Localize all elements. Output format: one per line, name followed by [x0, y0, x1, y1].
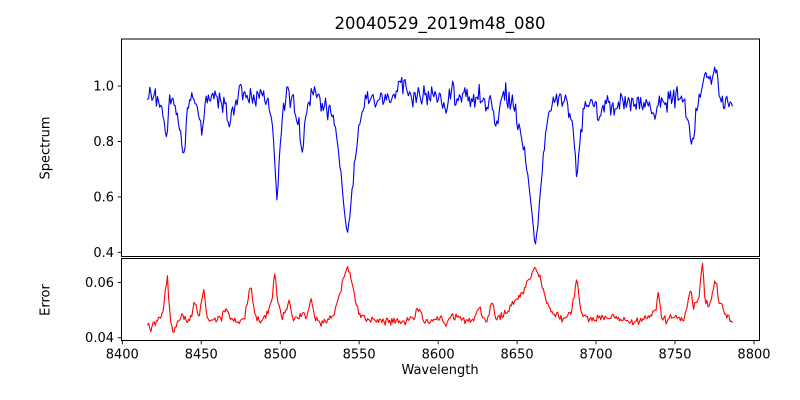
error-y-axis-label: Error	[38, 284, 54, 316]
error-y-tick-label: 0.04	[85, 331, 114, 346]
x-axis-label: Wavelength	[401, 363, 479, 378]
spectrum-y-tick-label: 0.8	[93, 135, 114, 150]
x-tick-label: 8750	[658, 348, 691, 363]
x-tick-label: 8450	[185, 348, 218, 363]
x-tick-label: 8500	[264, 348, 297, 363]
error-axes-frame	[121, 258, 760, 341]
chart-title: 20040529_2019m48_080	[334, 14, 546, 33]
spectrum-y-axis-label: Spectrum	[38, 116, 54, 180]
error-line	[147, 262, 733, 333]
x-tick-label: 8550	[343, 348, 376, 363]
x-tick-label: 8600	[422, 348, 455, 363]
spectrum-y-tick-label: 0.4	[93, 246, 114, 261]
error-y-tick-label: 0.06	[85, 276, 114, 291]
spectrum-line	[147, 66, 733, 245]
x-tick-label: 8700	[580, 348, 613, 363]
x-tick-label: 8800	[737, 348, 770, 363]
x-tick-label: 8400	[106, 348, 139, 363]
x-tick-label: 8650	[501, 348, 534, 363]
spectrum-y-tick-label: 0.6	[93, 190, 114, 205]
spectrum-y-tick-label: 1.0	[93, 80, 114, 95]
spectrum-axes-frame	[121, 38, 760, 257]
